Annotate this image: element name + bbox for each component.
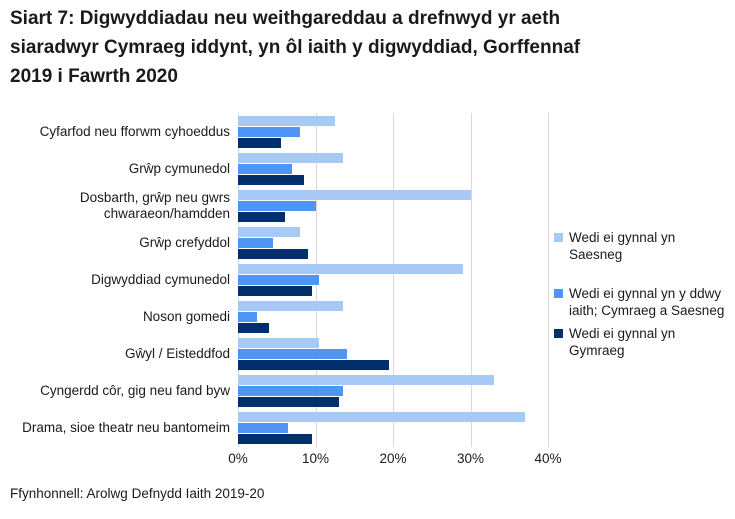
category-axis: Cyfarfod neu fforwm cyhoeddus Grŵp cymune… bbox=[0, 113, 230, 447]
legend-item: Wedi ei gynnal yn Saesneg bbox=[554, 229, 730, 263]
category-label: Noson gomedi bbox=[0, 299, 230, 336]
bar-group bbox=[238, 336, 548, 373]
plot-area bbox=[238, 113, 549, 447]
x-tick-label: 20% bbox=[379, 451, 407, 466]
gridline bbox=[470, 113, 472, 447]
bar bbox=[238, 301, 343, 312]
bar-group bbox=[238, 299, 548, 336]
bar bbox=[238, 360, 390, 371]
category-label: Dosbarth, grŵp neu gwrs chwaraeon/hamdde… bbox=[0, 187, 230, 224]
bar-group bbox=[238, 261, 548, 298]
legend-swatch bbox=[554, 329, 563, 338]
bar bbox=[238, 375, 494, 386]
bar bbox=[238, 412, 525, 423]
legend-swatch bbox=[554, 289, 563, 298]
bar bbox=[238, 263, 463, 274]
category-label-text: Digwyddiad cymunedol bbox=[91, 271, 230, 287]
source-note: Ffynhonnell: Arolwg Defnydd Iaith 2019-2… bbox=[10, 486, 265, 501]
x-tick-label: 10% bbox=[301, 451, 330, 466]
legend-label: Wedi ei gynnal yn Gymraeg bbox=[569, 326, 676, 358]
bar-group bbox=[238, 224, 548, 261]
bar bbox=[238, 137, 281, 148]
bar bbox=[238, 397, 339, 408]
bar bbox=[238, 423, 289, 434]
bar bbox=[238, 200, 316, 211]
bar bbox=[238, 115, 335, 126]
bar bbox=[238, 126, 300, 137]
legend-label: Wedi ei gynnal yn Saesneg bbox=[569, 230, 676, 262]
legend: Wedi ei gynnal yn Saesneg Wedi ei gynnal … bbox=[554, 229, 730, 359]
bar bbox=[238, 349, 347, 360]
bar bbox=[238, 274, 320, 285]
legend-item: Wedi ei gynnal yn Gymraeg bbox=[554, 325, 730, 359]
category-label: Grŵp cymunedol bbox=[0, 150, 230, 187]
category-label: Grŵp crefyddol bbox=[0, 224, 230, 261]
bar bbox=[238, 434, 312, 445]
chart-title: Siart 7: Digwyddiadau neu weithgareddau … bbox=[10, 8, 581, 87]
category-label-text: Gŵyl / Eisteddfod bbox=[124, 346, 230, 362]
bar bbox=[238, 211, 285, 222]
bar bbox=[238, 163, 293, 174]
bar-group bbox=[238, 113, 548, 150]
bar bbox=[238, 285, 312, 296]
category-label: Gŵyl / Eisteddfod bbox=[0, 336, 230, 373]
bar bbox=[238, 338, 320, 349]
bar-group bbox=[238, 410, 548, 447]
bar bbox=[238, 248, 308, 259]
bar bbox=[238, 237, 273, 248]
category-label: Digwyddiad cymunedol bbox=[0, 261, 230, 298]
x-tick-label: 40% bbox=[534, 451, 562, 466]
x-tick-label: 0% bbox=[228, 451, 248, 466]
bar-group bbox=[238, 187, 548, 224]
category-label: Cyfarfod neu fforwm cyhoeddus bbox=[0, 113, 230, 150]
x-tick-label: 30% bbox=[456, 451, 485, 466]
category-label-text: Cyfarfod neu fforwm cyhoeddus bbox=[39, 123, 230, 139]
category-label-text: Grŵp crefyddol bbox=[139, 234, 230, 250]
category-label-text: Grŵp cymunedol bbox=[128, 160, 230, 176]
gridline bbox=[393, 113, 394, 447]
bar bbox=[238, 312, 258, 323]
category-label-text: Noson gomedi bbox=[142, 309, 230, 325]
gridline bbox=[548, 113, 549, 447]
x-axis: 0% 10% 20% 30% 40% bbox=[228, 451, 562, 469]
category-label-text: Drama, sioe theatr neu bantomeim bbox=[22, 420, 230, 436]
bar bbox=[238, 226, 300, 237]
bar bbox=[238, 386, 343, 397]
bar bbox=[238, 174, 304, 185]
bar bbox=[238, 323, 269, 334]
bar-group bbox=[238, 150, 548, 187]
legend-swatch bbox=[554, 233, 563, 242]
legend-label: Wedi ei gynnal yn y ddwy iaith; Cymraeg … bbox=[569, 286, 725, 318]
bar-groups bbox=[238, 113, 548, 447]
category-label-text: Cyngerdd côr, gig neu fand byw bbox=[40, 383, 230, 399]
category-label-text: Dosbarth, grŵp neu gwrs chwaraeon/hamdde… bbox=[79, 189, 230, 221]
category-label: Drama, sioe theatr neu bantomeim bbox=[0, 410, 230, 447]
bar bbox=[238, 189, 471, 200]
legend-item: Wedi ei gynnal yn y ddwy iaith; Cymraeg … bbox=[554, 285, 730, 319]
bar bbox=[238, 152, 343, 163]
bar-group bbox=[238, 373, 548, 410]
category-label: Cyngerdd côr, gig neu fand byw bbox=[0, 373, 230, 410]
